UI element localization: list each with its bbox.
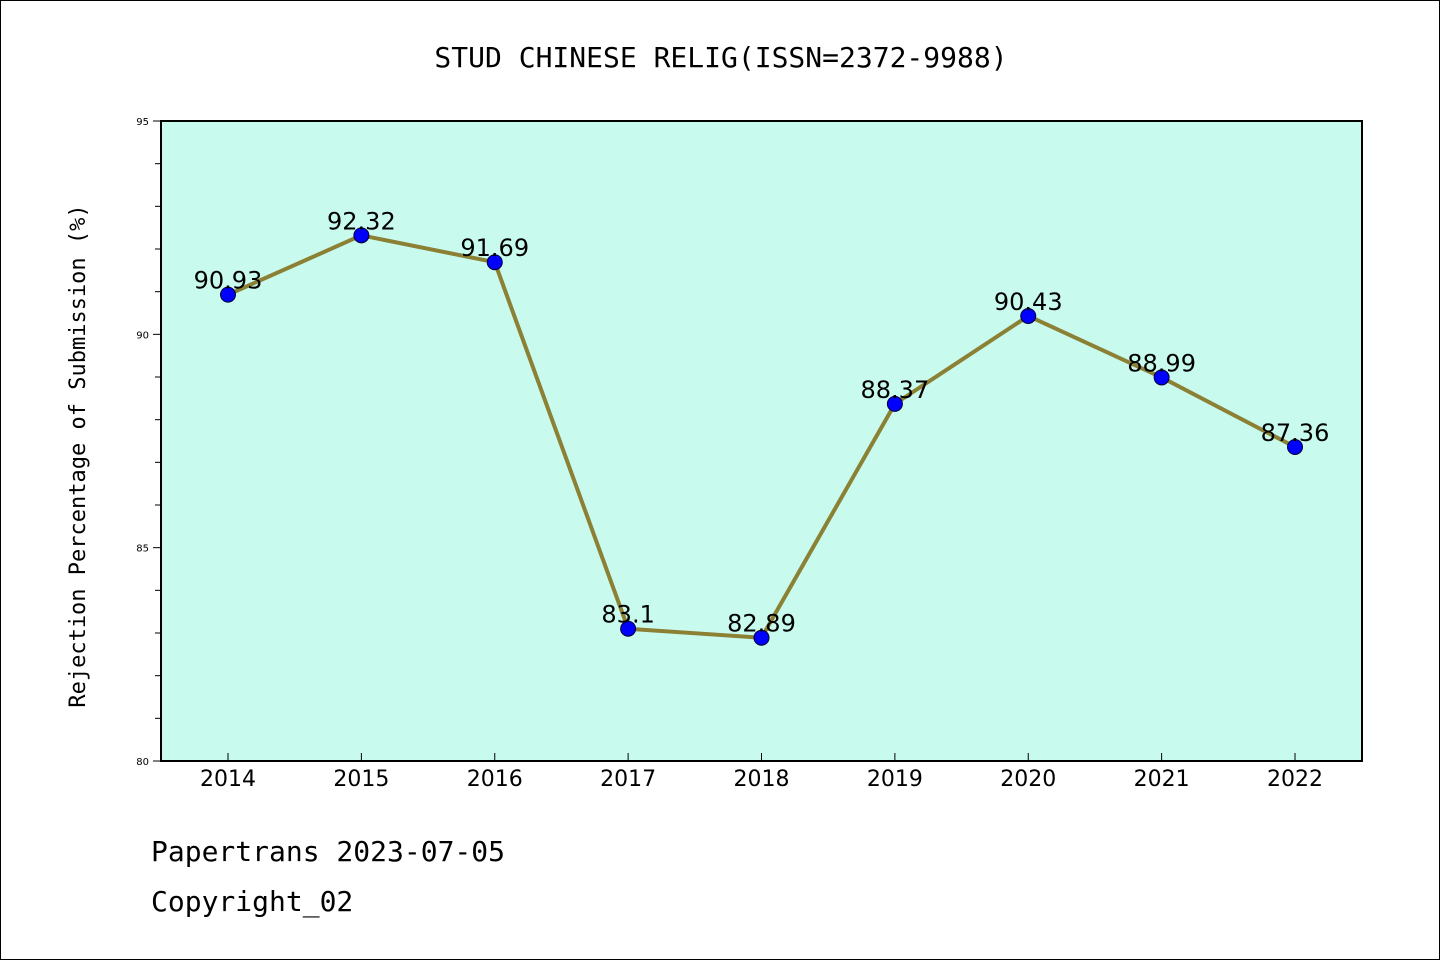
y-tick-label: 90 bbox=[136, 330, 149, 341]
x-tick-label: 2019 bbox=[867, 767, 923, 792]
x-tick-label: 2014 bbox=[200, 767, 256, 792]
data-label: 82.89 bbox=[727, 610, 796, 638]
data-label: 90.93 bbox=[194, 267, 263, 295]
x-tick-label: 2021 bbox=[1134, 767, 1190, 792]
data-point bbox=[1153, 369, 1170, 386]
data-label: 90.43 bbox=[994, 288, 1063, 316]
plot-border bbox=[160, 120, 1363, 762]
y-tick-label: 80 bbox=[136, 757, 149, 768]
chart-title: STUD CHINESE RELIG(ISSN=2372-9988) bbox=[434, 41, 1007, 74]
data-point bbox=[353, 227, 370, 244]
x-tick-label: 2020 bbox=[1000, 767, 1056, 792]
data-point bbox=[886, 395, 903, 412]
x-tick-label: 2017 bbox=[600, 767, 656, 792]
x-tick-label: 2022 bbox=[1267, 767, 1323, 792]
data-label: 88.99 bbox=[1127, 349, 1196, 377]
data-labels: 90.93 92.32 91.69 83.1 82.89 88.37 90.43 88.99 8… bbox=[194, 207, 1330, 637]
x-tick-label: 2018 bbox=[734, 767, 790, 792]
data-label: 87.36 bbox=[1261, 419, 1330, 447]
x-tick-label: 2015 bbox=[333, 767, 389, 792]
data-point bbox=[620, 620, 637, 637]
data-label: 91.69 bbox=[460, 234, 529, 262]
data-point bbox=[486, 254, 503, 271]
data-markers bbox=[220, 227, 1303, 646]
data-label: 83.1 bbox=[601, 601, 654, 629]
y-tick-label: 85 bbox=[136, 544, 149, 555]
data-point bbox=[1020, 307, 1037, 324]
y-tick-label: 95 bbox=[136, 117, 149, 128]
y-axis-ticks: 80 85 90 95 bbox=[136, 117, 161, 768]
data-point bbox=[1287, 438, 1303, 455]
data-label: 92.32 bbox=[327, 207, 396, 235]
footer-date: Papertrans 2023-07-05 bbox=[151, 835, 506, 868]
data-point bbox=[220, 286, 236, 303]
x-axis-ticks: 2014 2015 2016 2017 2018 2019 2020 2021 2022 bbox=[200, 753, 1323, 792]
data-point bbox=[753, 629, 770, 646]
footer-copyright: Copyright_02 bbox=[151, 885, 354, 918]
x-tick-label: 2016 bbox=[467, 767, 523, 792]
y-axis-label: Rejection Percentage of Submission (%) bbox=[66, 204, 91, 707]
data-label: 88.37 bbox=[861, 376, 930, 404]
